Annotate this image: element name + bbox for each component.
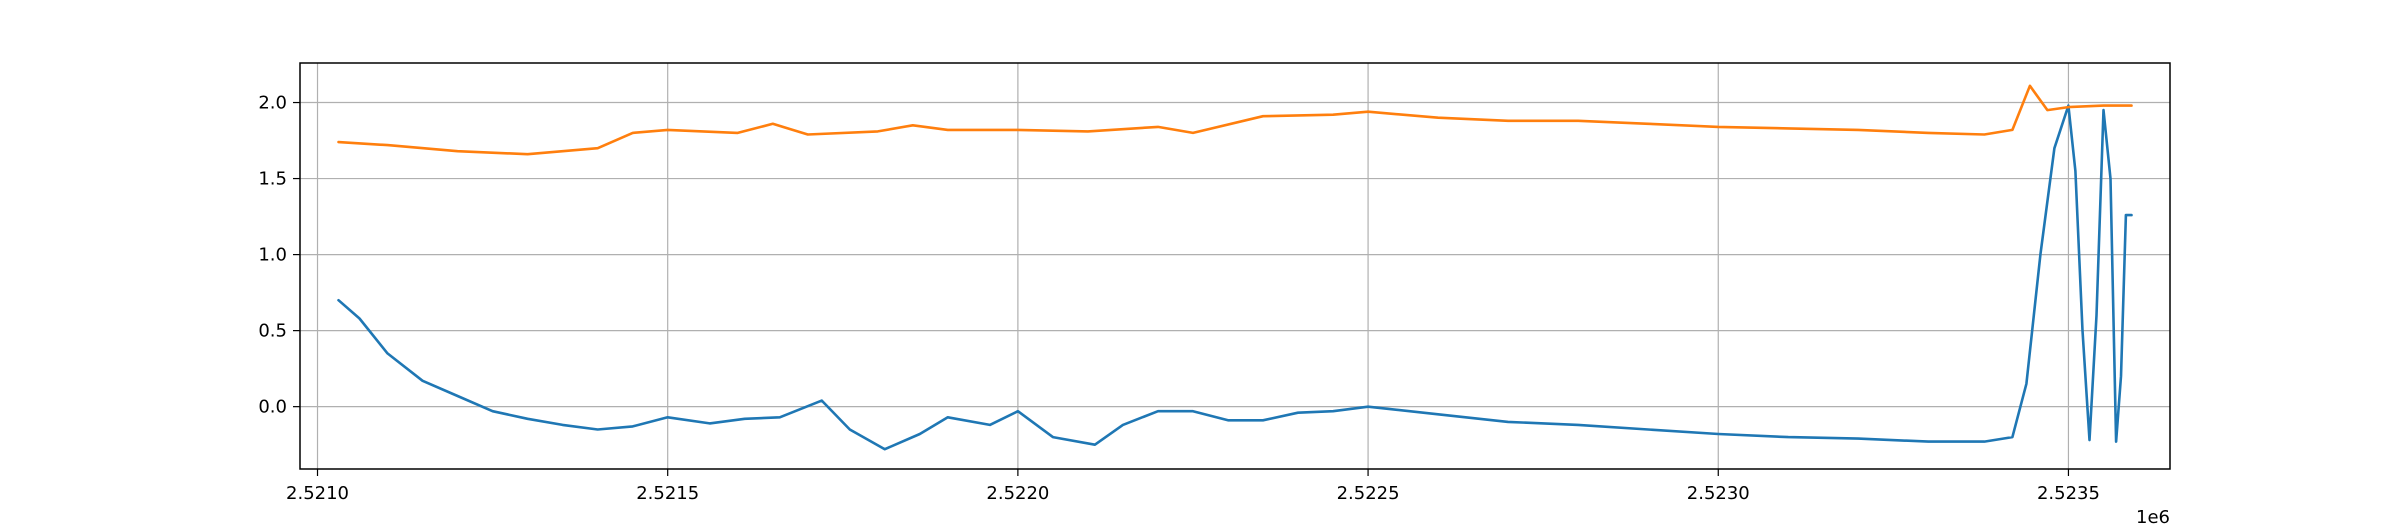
plot-frame — [299, 62, 2171, 470]
series-line-2 — [337, 84, 2133, 156]
x-tick-label: 2.5210 — [286, 483, 349, 504]
x-axis-offset-label: 1e6 — [2136, 507, 2170, 525]
x-tick-label: 2.5225 — [1337, 483, 1400, 504]
y-tick-label: 0.5 — [258, 321, 287, 342]
series-line-1 — [337, 104, 2133, 451]
y-tick-label: 0.0 — [258, 397, 287, 418]
x-tick-label: 2.5220 — [986, 483, 1049, 504]
x-tick-label: 2.5235 — [2037, 483, 2100, 504]
y-tick-label: 1.0 — [258, 245, 287, 266]
x-tick-label: 2.5230 — [1687, 483, 1750, 504]
x-tick-label: 2.5215 — [636, 483, 699, 504]
y-tick-label: 1.5 — [258, 169, 287, 190]
y-tick-label: 2.0 — [258, 93, 287, 114]
